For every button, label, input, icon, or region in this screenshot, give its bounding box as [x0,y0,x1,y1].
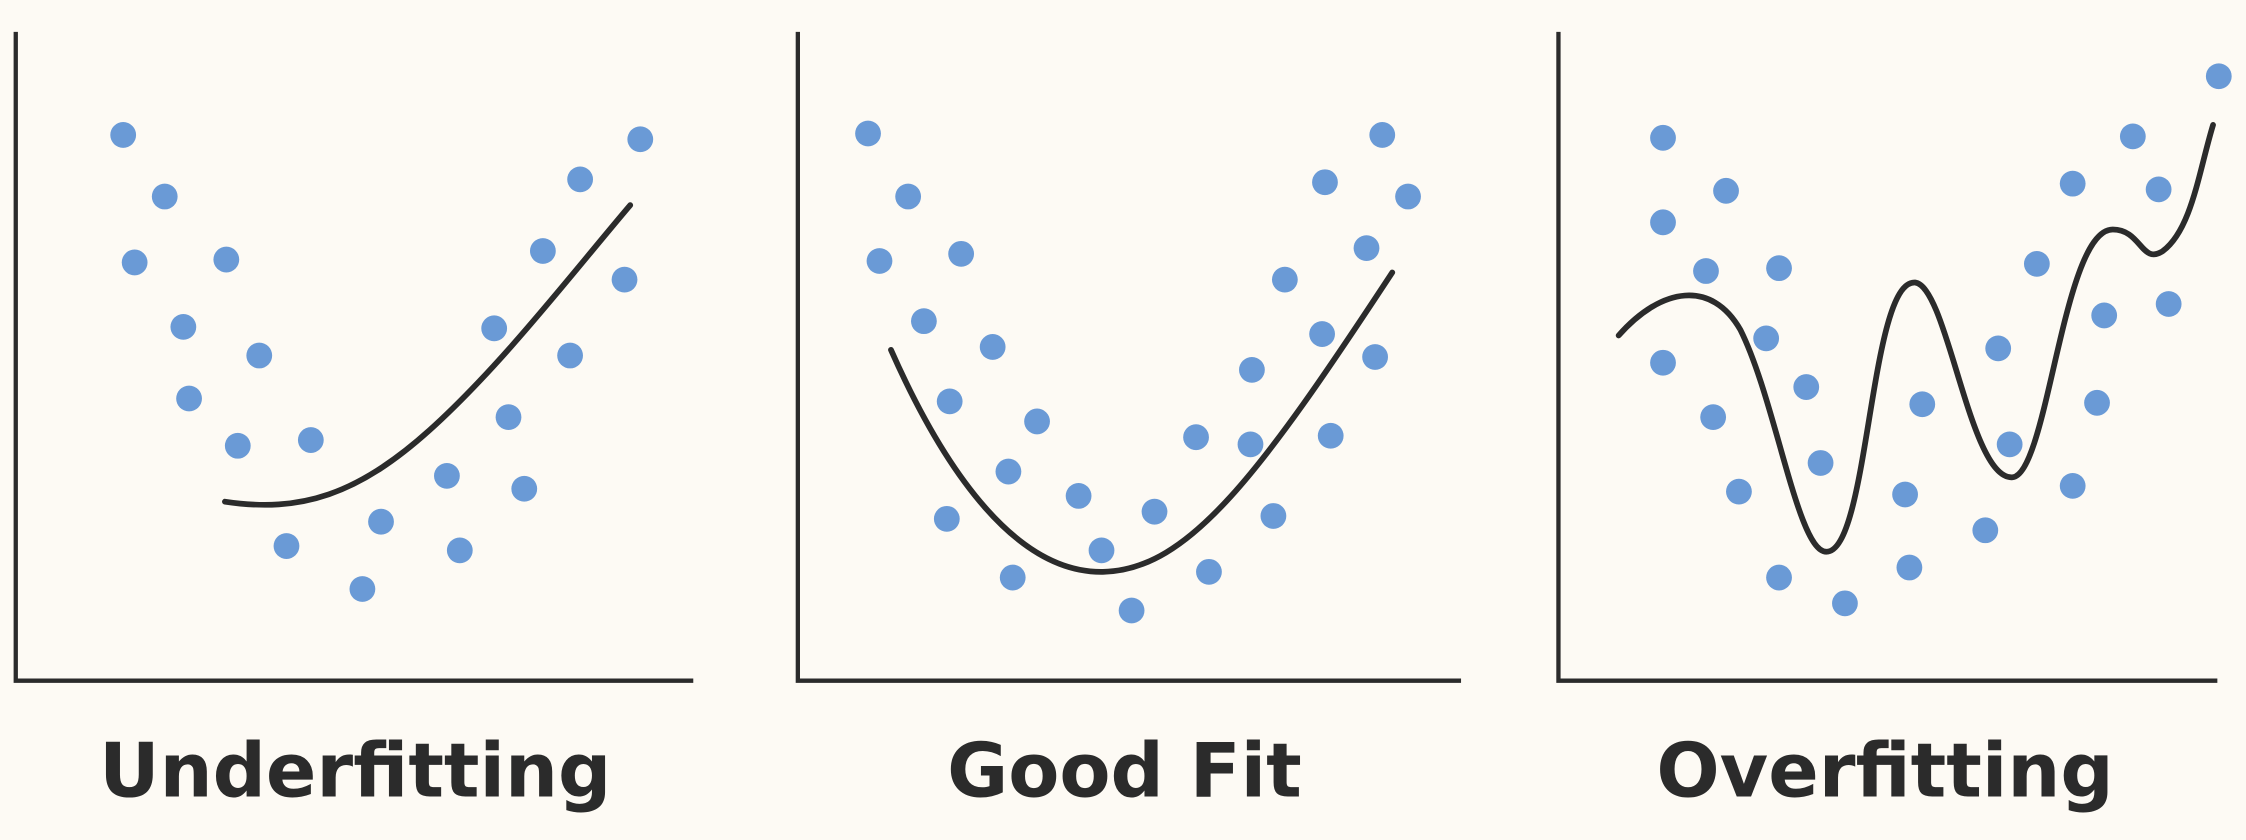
axes [1556,31,2218,683]
panel-title: Good Fit [947,728,1302,815]
sample-point [511,475,538,502]
sample-point [1065,483,1092,509]
sample-point [529,238,556,264]
fit-curve [888,269,1396,575]
sample-point [368,508,394,535]
panel-underfitting: Underfitting [13,31,694,815]
sample-point [567,166,594,193]
sample-point [1369,122,1396,148]
sample-point [1693,258,1719,284]
sample-point [627,126,654,153]
sample-point [557,342,583,369]
sample-point [1972,517,1999,544]
sample-point [911,308,937,335]
sample-point [1239,356,1265,383]
sample-point [866,248,893,274]
sample-point [273,533,300,559]
sample-point [224,432,251,459]
sample-point [1317,422,1344,449]
sample-point [110,122,137,148]
sample-point [1196,558,1222,585]
sample-point [1700,404,1727,431]
sample-point [121,249,148,276]
sample-point [1753,325,1780,352]
sample-point [1896,554,1923,581]
sample-point [933,505,960,532]
panel-title: Overfitting [1656,728,2113,815]
sample-point [297,427,324,453]
sample-point [1088,537,1115,564]
sample-point [434,462,460,489]
sample-point [979,334,1006,360]
sample-point [1650,349,1676,376]
sample-point [2091,302,2118,329]
sample-point [446,537,473,564]
sample-point [936,388,963,415]
sample-point [349,576,376,602]
axes [795,31,1462,683]
sample-point [948,240,975,267]
sample-point [855,120,881,147]
axes [13,31,694,683]
sample-point [1832,590,1858,617]
sample-point [999,564,1026,591]
sample-point [611,266,638,293]
sample-point [213,246,240,273]
sample-point [1713,177,1739,204]
sample-point [2059,170,2086,197]
sample-point [895,183,922,210]
sample-point [2059,472,2086,499]
sample-point [1726,478,1752,505]
panel-overfitting: Overfitting [1556,31,2232,815]
sample-point [1996,431,2023,458]
sample-point [1892,481,1918,508]
sample-point [481,315,508,342]
sample-point [246,342,273,369]
sample-point [1312,169,1338,196]
sample-point [176,385,202,412]
sample-point [1909,391,1936,418]
sample-point [1309,321,1335,347]
sample-point [1766,255,1792,282]
sample-point [1353,235,1380,262]
sample-point [495,404,522,431]
panel-good-fit: Good Fit [795,31,1462,815]
sample-point [1985,335,2012,362]
sample-point [1024,408,1050,435]
sample-point [2119,123,2146,150]
sample-point [1362,344,1388,370]
sample-point [2145,176,2172,203]
sample-point [995,458,1022,485]
sample-point [1260,503,1287,529]
sample-point [1793,374,1820,400]
sample-point [151,183,178,210]
sample-point [1237,431,1264,458]
sample-point [1141,498,1168,525]
panel-title: Underfitting [99,728,611,815]
sample-point [1183,424,1209,451]
fit-curve [222,202,634,508]
sample-point [2155,291,2182,317]
fit-curve [1615,122,2216,555]
sample-point [1650,209,1676,236]
sample-point [2084,389,2110,416]
sample-point [1807,450,1834,476]
sample-point [1766,564,1792,591]
sample-point [1650,124,1676,151]
sample-point [1271,266,1298,293]
sample-point [2023,250,2050,277]
sample-point [170,314,197,340]
sample-point [1395,183,1421,210]
sample-point [1118,597,1145,624]
sample-point [2205,63,2232,90]
